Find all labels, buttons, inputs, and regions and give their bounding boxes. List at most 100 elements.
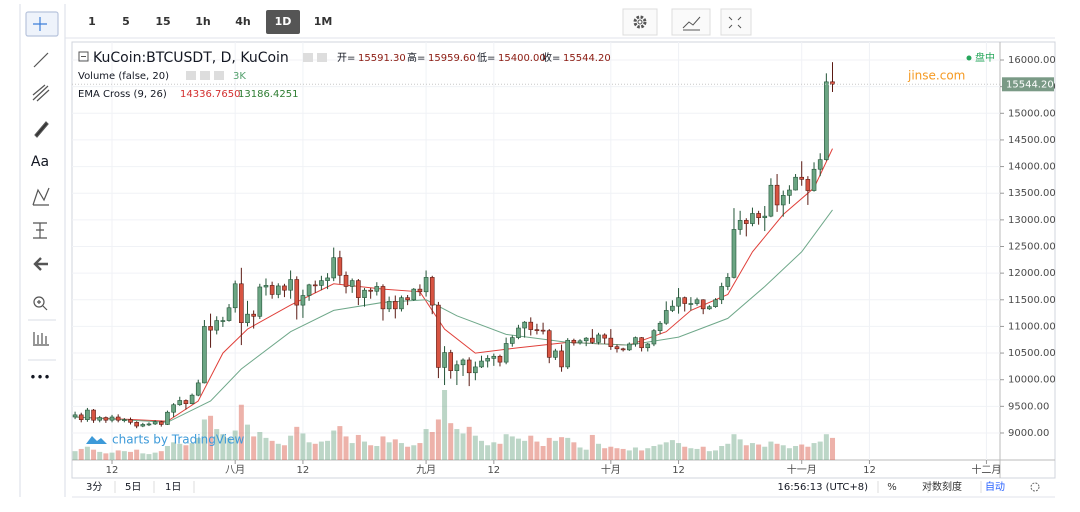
status-dot [966, 55, 972, 61]
range-button[interactable]: 1日 [165, 482, 181, 493]
candle-body [115, 416, 121, 421]
legend-icon[interactable] [303, 53, 313, 62]
candle-body [830, 81, 835, 85]
measure-tool[interactable] [33, 222, 47, 239]
volume-bar [682, 446, 688, 460]
interval-button[interactable]: 5 [122, 15, 130, 28]
candle-body [491, 355, 497, 359]
candle-body [183, 400, 189, 404]
x-tick-label: 十二月 [971, 463, 1001, 476]
fib-tool[interactable] [32, 84, 50, 102]
candle-body [700, 299, 706, 310]
scale-option[interactable]: 自动 [985, 480, 1005, 493]
volume-bar [546, 437, 552, 460]
volume-bar [743, 445, 749, 460]
volume-bar [589, 434, 595, 460]
brush-tool[interactable] [34, 121, 49, 138]
volume-bar [312, 443, 318, 460]
ema-value: 14336.7650 [180, 89, 240, 100]
fullscreen-button[interactable] [720, 8, 752, 36]
range-button[interactable]: 5日 [125, 482, 141, 493]
volume-bar [811, 443, 817, 460]
candle-body [245, 313, 250, 323]
y-tick-label: 10500.00 [1008, 348, 1056, 359]
range-button[interactable]: 3分 [86, 481, 102, 493]
volume-bar [331, 430, 337, 460]
top-right-buttons [622, 8, 752, 36]
interval-button[interactable]: 1D [275, 15, 292, 28]
x-tick-label: 12 [672, 465, 685, 476]
candle-body [411, 288, 417, 301]
volume-bar [429, 432, 435, 460]
candle-body [799, 176, 805, 180]
ema-line [75, 209, 833, 423]
candle-body [319, 280, 324, 286]
candle-body [109, 416, 115, 421]
scale-option[interactable]: % [887, 482, 897, 493]
compare-button[interactable] [671, 8, 711, 36]
volume-bar [318, 441, 324, 460]
x-tick-label: 十一月 [787, 463, 817, 476]
settings-button[interactable] [622, 8, 658, 36]
volume-bar [497, 443, 503, 460]
x-tick-label: 12 [106, 465, 119, 476]
legend-icon[interactable] [214, 71, 224, 80]
volume-bar [411, 445, 417, 460]
volume-bar [571, 442, 577, 460]
candle-body [503, 343, 509, 363]
volume-bar [84, 446, 90, 460]
candle-body [583, 337, 589, 342]
settings-icon[interactable] [1030, 482, 1040, 492]
legend-icon[interactable] [200, 71, 210, 80]
volume-bar [392, 439, 398, 460]
candle-body [72, 414, 78, 418]
more-tools[interactable]: ••• [29, 371, 50, 385]
volume-bar [725, 443, 731, 460]
x-tick-label: 12 [487, 465, 500, 476]
volume-bar [534, 441, 540, 460]
candle-body [620, 348, 626, 351]
trend-line-tool[interactable] [33, 52, 49, 68]
interval-button[interactable]: 1M [314, 15, 333, 28]
candle-body [189, 394, 195, 404]
volume-bar [540, 446, 546, 460]
legend-icon[interactable] [186, 71, 196, 80]
candle-body [676, 297, 681, 307]
candle-body [306, 284, 312, 296]
y-tick-label: 14500.00 [1008, 135, 1056, 146]
ema-value: 13186.4251 [238, 89, 298, 100]
back-tool[interactable] [33, 257, 48, 271]
scale-option[interactable]: 对数刻度 [922, 480, 962, 493]
candle-body [214, 320, 220, 331]
indicator-tool[interactable] [33, 332, 49, 346]
candle-body [546, 330, 552, 358]
volume-bar [195, 437, 201, 460]
pattern-tool[interactable] [32, 187, 50, 206]
volume-bar [362, 441, 368, 460]
interval-button[interactable]: 1 [88, 15, 96, 28]
legend-icon[interactable] [317, 53, 327, 62]
volume-bar [214, 429, 220, 460]
last-price-tag [1002, 77, 1054, 92]
volume-bar [386, 442, 392, 460]
volume-bar [325, 440, 331, 460]
candle-body [528, 321, 534, 330]
volume-bar [448, 423, 454, 460]
volume-bar [799, 444, 805, 460]
volume-bar [97, 451, 103, 460]
candle-body [602, 334, 607, 339]
volume-bar [245, 424, 251, 460]
interval-button[interactable]: 4h [235, 15, 251, 28]
candle-body [485, 358, 490, 362]
volume-bar [288, 435, 294, 460]
candle-body [288, 279, 293, 291]
candle-body [719, 286, 724, 301]
collapse-icon[interactable] [78, 51, 89, 62]
candle-body [473, 366, 478, 374]
interval-button[interactable]: 1h [195, 15, 211, 28]
candle-body [128, 419, 133, 423]
zoom-tool[interactable] [33, 296, 45, 308]
interval-button[interactable]: 15 [155, 15, 170, 28]
volume-bar [281, 445, 287, 460]
text-tool[interactable]: Aa [31, 154, 49, 170]
